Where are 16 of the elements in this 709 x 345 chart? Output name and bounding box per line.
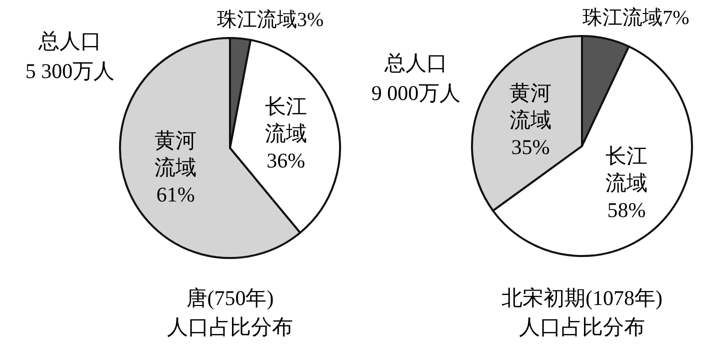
data-label: 61% bbox=[156, 182, 195, 207]
text: 总人口 5 300万人 bbox=[25, 29, 115, 83]
text: 总人口 9 000万人 bbox=[371, 51, 461, 105]
slice-label: 黄河流域 bbox=[510, 80, 552, 132]
text: 人口占比分布 bbox=[519, 315, 645, 339]
text: 北宋初期(1078年) bbox=[502, 286, 662, 310]
text: 人口占比分布 bbox=[167, 315, 293, 339]
slice-label: 长江流域 bbox=[264, 94, 307, 146]
text: 唐(750年) bbox=[186, 286, 274, 310]
data-label: 36% bbox=[266, 148, 306, 173]
data-label: 35% bbox=[511, 134, 550, 159]
slice-label: 黄河流域 bbox=[154, 128, 197, 180]
slice-label: 珠江流域7% bbox=[582, 7, 690, 29]
data-label: 58% bbox=[607, 198, 646, 222]
slice-label: 长江流域 bbox=[605, 144, 648, 195]
slice-label: 珠江流域3% bbox=[217, 9, 324, 31]
